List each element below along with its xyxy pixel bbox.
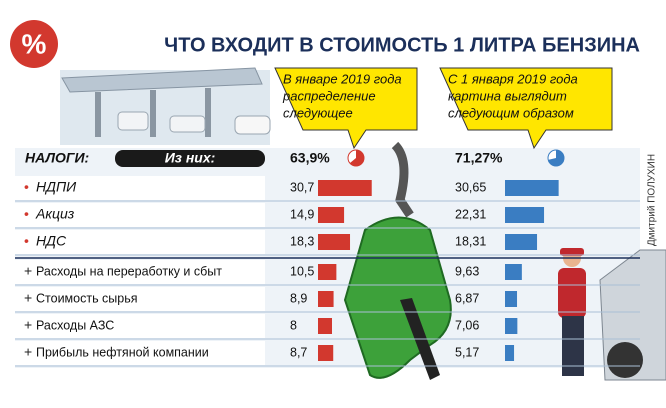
- pie-slice: [349, 149, 364, 166]
- label-cell: [15, 260, 265, 284]
- label-cell: [15, 176, 265, 200]
- value-label: 7,06: [455, 318, 479, 332]
- bar: [318, 234, 351, 250]
- callout-text: распределение: [282, 88, 376, 103]
- row-label: Акциз: [35, 206, 75, 222]
- of-them: Из них:: [165, 150, 216, 166]
- callout-text: следующее: [283, 105, 353, 120]
- callout-text: следующим образом: [448, 105, 574, 120]
- value-label: 22,31: [455, 207, 486, 221]
- bar: [318, 180, 372, 196]
- value-label: 30,7: [290, 180, 314, 194]
- pie-slice: [548, 150, 564, 166]
- callout-text: картина выглядит: [448, 88, 567, 103]
- bar: [505, 234, 538, 250]
- value-label: 14,9: [290, 207, 314, 221]
- row-marker: +: [24, 317, 32, 333]
- row-marker: •: [24, 233, 29, 249]
- bar: [505, 207, 545, 223]
- row-label: Расходы на переработку и сбыт: [36, 264, 222, 278]
- badge-text: %: [22, 28, 47, 59]
- bar: [505, 345, 515, 361]
- row-label: Прибыль нефтяной компании: [36, 345, 209, 359]
- row-marker: •: [24, 179, 29, 195]
- person-illustration: [558, 248, 666, 381]
- row-label: Стоимость сырья: [36, 291, 138, 305]
- title: ЧТО ВХОДИТ В СТОИМОСТЬ 1 ЛИТРА БЕНЗИНА: [164, 34, 640, 56]
- value-label: 10,5: [290, 264, 314, 278]
- callout-text: С 1 января 2019 года: [448, 71, 578, 86]
- bar: [318, 264, 337, 280]
- value-label: 18,3: [290, 234, 314, 248]
- badge: [10, 20, 58, 68]
- value-label: 9,63: [455, 264, 479, 278]
- bar: [505, 291, 518, 307]
- row-label: Расходы АЗС: [36, 318, 114, 332]
- row-marker: +: [24, 263, 32, 279]
- row-label: НДПИ: [36, 179, 77, 195]
- total-label: 71,27%: [455, 150, 503, 166]
- row-label: НДС: [36, 233, 67, 249]
- chart-area: • НДПИ• Акциз• НДС+ Расходы на переработку и…: [15, 67, 640, 367]
- row-marker: +: [24, 290, 32, 306]
- label-cell: [15, 230, 265, 254]
- label-cell: [15, 341, 265, 365]
- value-label: 18,31: [455, 234, 486, 248]
- value-label: 8,7: [290, 345, 307, 359]
- bar: [505, 264, 522, 280]
- bar: [318, 207, 345, 223]
- station-illustration: [60, 67, 271, 145]
- row-marker: +: [24, 344, 32, 360]
- value-label: 8,9: [290, 291, 307, 305]
- label-cell: [15, 203, 265, 227]
- taxes-label: НАЛОГИ:: [25, 150, 89, 166]
- bar: [318, 345, 334, 361]
- value-label: 5,17: [455, 345, 479, 359]
- title-band: [60, 30, 660, 62]
- callout-bubble: [439, 67, 613, 150]
- value-label: 6,87: [455, 291, 479, 305]
- label-cell: [15, 287, 265, 311]
- label-cell: [15, 314, 265, 338]
- value-label: 8: [290, 318, 297, 332]
- total-label: 63,9%: [290, 150, 330, 166]
- bar: [318, 318, 332, 334]
- value-label: 30,65: [455, 180, 486, 194]
- credit: Дмитрий ПОЛУХИН: [647, 154, 658, 246]
- callout-text: В январе 2019 года: [283, 71, 402, 86]
- row-marker: •: [24, 206, 29, 222]
- bar: [505, 180, 559, 196]
- bar: [318, 291, 334, 307]
- bar: [505, 318, 518, 334]
- callout-bubble: [274, 67, 418, 150]
- of-them-band: [115, 150, 265, 167]
